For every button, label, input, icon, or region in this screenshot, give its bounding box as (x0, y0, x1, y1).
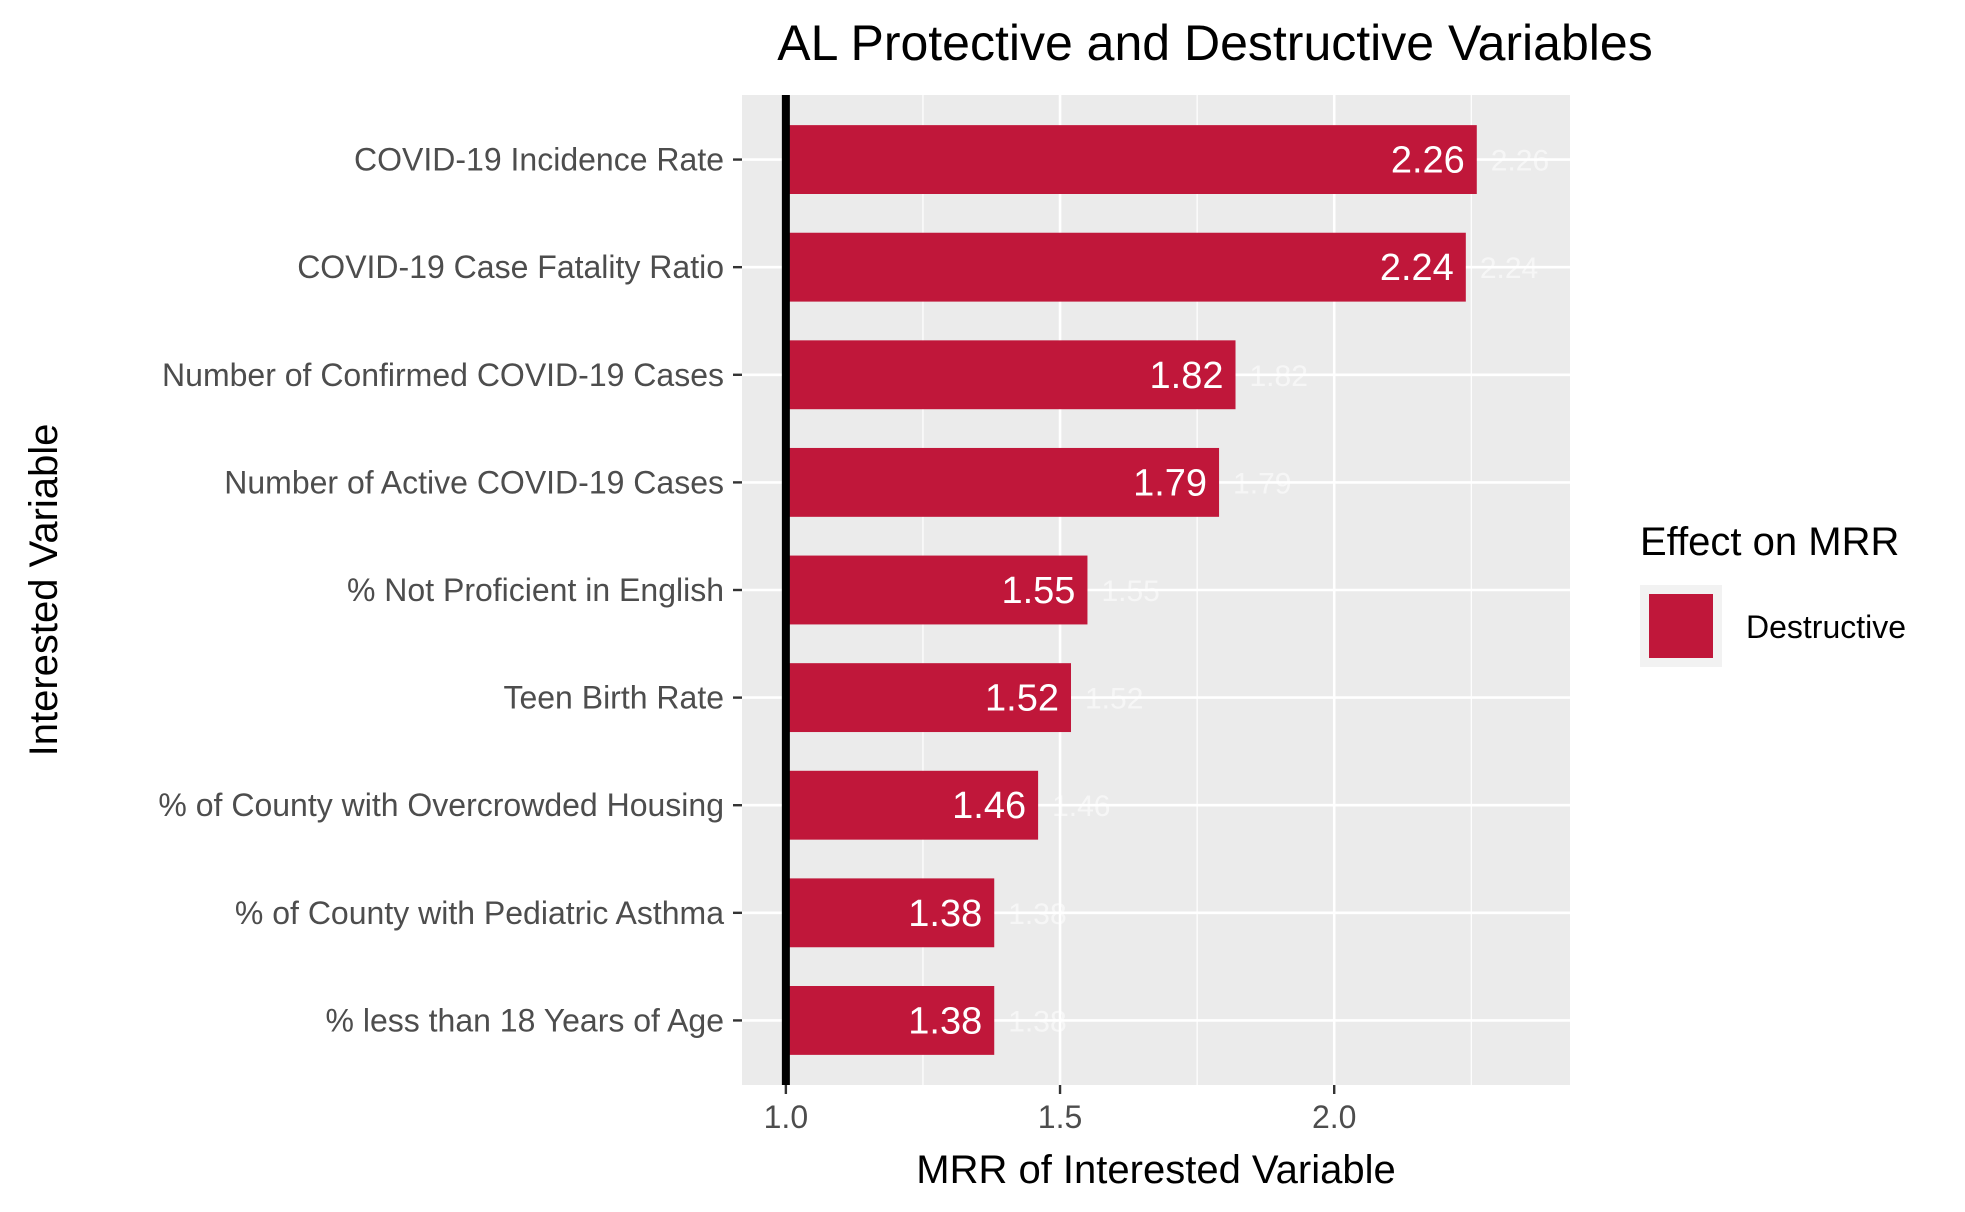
y-tick-label: % of County with Overcrowded Housing (158, 787, 724, 823)
bar-value-label-faint: 1.52 (1085, 683, 1143, 716)
legend: Effect on MRR Destructive (1640, 520, 1906, 667)
bar-value-label-faint: 1.55 (1101, 575, 1159, 608)
bar-value-label-faint: 1.79 (1233, 467, 1291, 500)
x-tick-label: 1.5 (1038, 1099, 1082, 1135)
bar (785, 878, 995, 948)
bar-value-label: 1.55 (1001, 570, 1075, 612)
bar-value-label: 2.24 (1380, 247, 1454, 289)
bar-value-label: 1.79 (1133, 462, 1207, 504)
chart-title: AL Protective and Destructive Variables (777, 15, 1652, 71)
y-tick-label: Teen Birth Rate (503, 680, 724, 716)
bar (785, 232, 1466, 302)
bar-value-label: 1.38 (908, 1000, 982, 1042)
bars: 2.26 2.26 2.24 2.24 1.82 1.82 1.79 1.79 1.55 1.55… (785, 125, 1549, 1055)
y-tick-label: % less than 18 Years of Age (325, 1002, 724, 1038)
x-tick-label: 1.0 (764, 1099, 808, 1135)
bar-value-label: 2.26 (1391, 140, 1465, 182)
bar-value-label-faint: 1.46 (1052, 790, 1110, 823)
bar-value-label: 1.52 (985, 678, 1059, 720)
bar-value-label-faint: 1.38 (1008, 898, 1066, 931)
y-axis-title: Interested Variable (22, 424, 66, 757)
y-axis: COVID-19 Incidence Rate COVID-19 Case Fat… (158, 142, 742, 1038)
y-tick-label: COVID-19 Case Fatality Ratio (297, 249, 724, 285)
bar (785, 770, 1039, 840)
y-tick-label: % Not Proficient in English (347, 572, 724, 608)
y-tick-label: COVID-19 Incidence Rate (354, 142, 724, 178)
y-tick-label: Number of Active COVID-19 Cases (224, 464, 724, 500)
x-axis-title: MRR of Interested Variable (916, 1148, 1395, 1192)
legend-label-destructive: Destructive (1746, 609, 1906, 645)
bar (785, 555, 1088, 625)
bar (785, 125, 1477, 194)
bar-value-label-faint: 1.82 (1250, 360, 1308, 393)
bar (785, 663, 1072, 733)
bar-value-label-faint: 2.26 (1491, 145, 1549, 178)
bar (785, 447, 1220, 517)
y-tick-label: % of County with Pediatric Asthma (235, 895, 724, 931)
x-tick-label: 2.0 (1312, 1099, 1356, 1135)
legend-title: Effect on MRR (1640, 520, 1899, 564)
bar-value-label: 1.38 (908, 893, 982, 935)
bar-value-label-faint: 2.24 (1480, 252, 1538, 285)
bar-value-label-faint: 1.38 (1008, 1005, 1066, 1038)
bar (785, 986, 995, 1055)
bar-value-label: 1.82 (1150, 355, 1224, 397)
y-tick-label: Number of Confirmed COVID-19 Cases (162, 357, 724, 393)
legend-swatch-destructive (1649, 594, 1713, 658)
x-axis: 1.0 1.5 2.0 (764, 1085, 1356, 1135)
bar (785, 340, 1236, 410)
bar-value-label: 1.46 (952, 785, 1026, 827)
